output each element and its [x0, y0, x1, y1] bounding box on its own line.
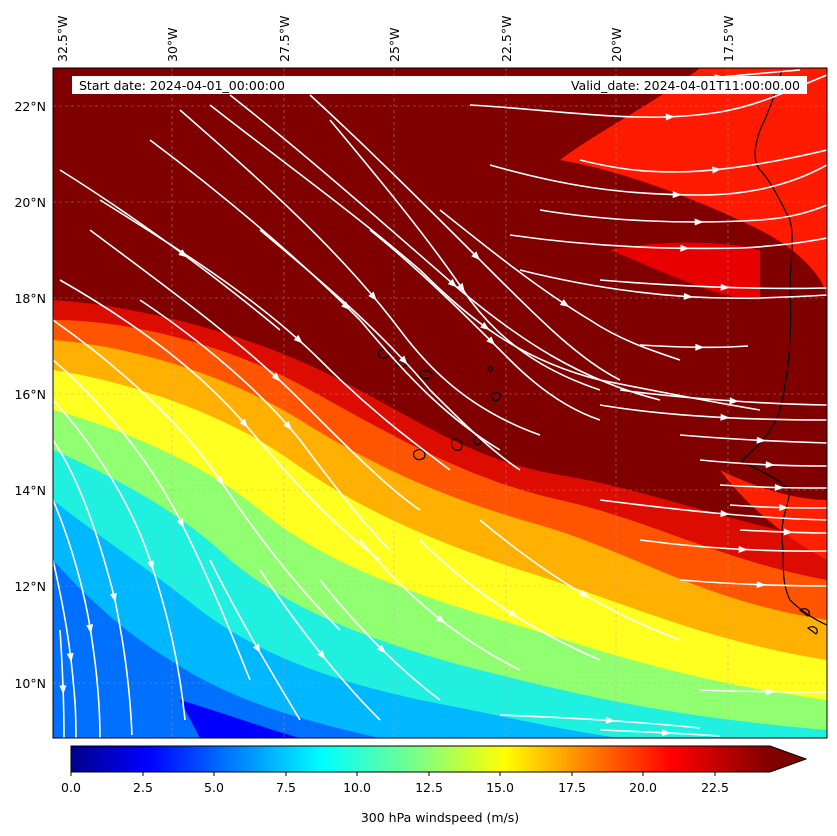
lat-label: 20°N [14, 195, 46, 210]
colorbar-gradient [71, 746, 770, 772]
streamline-arrow [729, 397, 739, 405]
lon-label: 22.5°W [499, 16, 514, 62]
longitude-labels: 32.5°W 30°W 27.5°W 25°W 22.5°W 20°W 17.5… [55, 16, 736, 62]
streamline-arrow [252, 643, 261, 654]
colorbar-tick-label: 17.5 [558, 780, 586, 795]
streamline-arrow [317, 650, 326, 660]
streamline-arrow [765, 688, 775, 696]
lon-label: 30°W [165, 27, 180, 62]
streamline-arrow [712, 166, 722, 174]
streamline-arrow [178, 249, 188, 258]
lat-label: 14°N [14, 483, 46, 498]
streamline-arrow [720, 510, 730, 518]
lat-label: 10°N [14, 676, 46, 691]
streamline-arrow [661, 729, 672, 737]
colorbar-title: 300 hPa windspeed (m/s) [361, 810, 519, 825]
lat-label: 18°N [14, 291, 46, 306]
lon-label: 17.5°W [721, 16, 736, 62]
streamline-arrow [447, 278, 457, 288]
colorbar-extend-arrow [770, 746, 806, 772]
colorbar-tick-label: 12.5 [415, 780, 443, 795]
streamline-arrow [783, 528, 793, 536]
colorbar-tick-label: 0.0 [61, 780, 81, 795]
lon-label: 20°W [609, 27, 624, 62]
colorbar-tick-label: 10.0 [343, 780, 371, 795]
streamline-arrow [176, 518, 184, 528]
lon-label: 25°W [387, 27, 402, 62]
streamline-arrow [239, 418, 248, 428]
streamline-arrow [376, 644, 386, 654]
streamline-arrow [66, 652, 74, 663]
streamline-arrow [398, 355, 408, 365]
lat-label: 16°N [14, 387, 46, 402]
valid-date: Valid_date: 2024-04-01T11:00:00.00 [571, 78, 800, 93]
lon-label: 27.5°W [277, 16, 292, 62]
streamline-arrow [271, 372, 281, 382]
streamline-arrow [579, 589, 590, 598]
streamlines [53, 69, 827, 738]
start-date: Start date: 2024-04-01_00:00:00 [79, 78, 285, 93]
streamline-arrow [147, 560, 154, 570]
streamline-arrow [774, 483, 784, 491]
lat-label: 12°N [14, 579, 46, 594]
colorbar-tick-label: 22.5 [701, 780, 729, 795]
streamline-arrow [283, 421, 292, 431]
streamline-arrow [683, 292, 693, 300]
colorbar-tick-label: 20.0 [629, 780, 657, 795]
streamline-arrow [559, 299, 570, 308]
windspeed-field [53, 68, 827, 738]
streamline-arrow [293, 334, 303, 344]
streamline-arrow [665, 113, 675, 121]
lon-label: 32.5°W [55, 16, 70, 62]
streamline-arrow [368, 291, 377, 301]
date-banner: Start date: 2024-04-01_00:00:00 Valid_da… [72, 76, 807, 94]
coastline [377, 69, 827, 635]
colorbar-tick-label: 5.0 [204, 780, 224, 795]
colorbar-ticks [70, 772, 716, 776]
streamline-arrow [695, 343, 705, 351]
map-frame [52, 67, 828, 739]
streamline-arrow [508, 609, 518, 618]
streamline-arrow [720, 283, 730, 291]
streamline-arrow [756, 581, 766, 589]
streamline-arrow [86, 624, 94, 634]
lat-label: 22°N [14, 99, 46, 114]
streamline-arrow [480, 321, 490, 331]
streamline-arrow [435, 614, 446, 624]
streamline-arrow [756, 436, 766, 444]
streamline-arrow [456, 282, 465, 293]
streamline-arrow [694, 218, 704, 226]
streamline-arrow [59, 685, 67, 695]
streamline-arrow [486, 336, 496, 346]
streamline-arrow [471, 251, 481, 261]
streamline-arrow [215, 475, 224, 486]
streamline-arrow [605, 716, 616, 724]
streamline-arrow [779, 504, 789, 512]
streamline-arrow [765, 461, 775, 469]
colorbar-tick-label: 15.0 [486, 780, 514, 795]
colorbar-tick-label: 2.5 [133, 780, 153, 795]
streamline-arrow [720, 413, 730, 421]
streamline-arrow [109, 592, 117, 603]
colorbar: 0.0 2.5 5.0 7.5 10.0 12.5 15.0 17.5 20.0… [61, 745, 808, 825]
streamline-arrow [341, 301, 351, 311]
streamline-arrow [680, 244, 690, 252]
streamline-arrow [672, 191, 682, 199]
latitude-labels: 22°N 20°N 18°N 16°N 14°N 12°N 10°N [14, 99, 46, 691]
streamline-arrow [738, 545, 748, 553]
colorbar-tick-label: 7.5 [276, 780, 296, 795]
